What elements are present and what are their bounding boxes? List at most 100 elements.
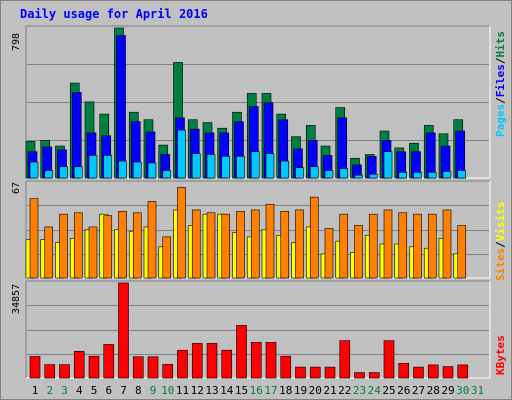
kbytes-bar bbox=[177, 349, 188, 379]
files-bar bbox=[116, 35, 126, 179]
pages-bar bbox=[398, 172, 408, 179]
sites-bar bbox=[457, 225, 467, 279]
pages-bar bbox=[177, 129, 186, 179]
day-label: 31 bbox=[471, 384, 484, 397]
pages-bar bbox=[295, 167, 304, 179]
hits-legend: Pages/Files/Hits bbox=[494, 31, 507, 137]
day-label: 11 bbox=[176, 384, 189, 397]
pages-bar bbox=[191, 153, 201, 179]
sites-bar bbox=[59, 213, 68, 279]
legend-separator: / bbox=[494, 241, 507, 248]
sites-bar bbox=[236, 211, 245, 279]
sites-bar bbox=[280, 211, 290, 279]
kbytes-bar bbox=[413, 366, 424, 379]
sites-bar bbox=[147, 201, 157, 279]
kbytes-bar bbox=[309, 366, 321, 379]
sites-bar bbox=[427, 213, 437, 279]
sites-bar bbox=[250, 209, 260, 279]
kbytes-bar bbox=[280, 355, 292, 379]
legend-separator: / bbox=[494, 97, 507, 104]
visits-legend: Sites/Visits bbox=[494, 202, 507, 282]
sites-bar bbox=[132, 212, 142, 279]
legend-hits: Hits bbox=[494, 31, 507, 58]
pages-bar bbox=[29, 161, 39, 179]
day-label: 18 bbox=[279, 384, 292, 397]
day-label: 5 bbox=[91, 384, 98, 397]
pages-bar bbox=[280, 160, 290, 179]
sites-bar bbox=[398, 212, 408, 279]
kbytes-bar bbox=[44, 364, 56, 379]
kbytes-bar bbox=[324, 366, 336, 379]
sites-bar bbox=[221, 213, 231, 279]
day-label: 1 bbox=[32, 384, 39, 397]
day-label: 24 bbox=[368, 384, 382, 397]
pages-bar bbox=[442, 171, 452, 179]
hits-max-label: 798 bbox=[11, 32, 22, 51]
kbytes-bar bbox=[29, 356, 41, 379]
kbytes-bar bbox=[191, 343, 203, 379]
legend-kbytes: KBytes bbox=[494, 335, 507, 375]
pages-bar bbox=[354, 174, 363, 179]
legend-separator: / bbox=[494, 57, 507, 65]
sites-bar bbox=[29, 198, 39, 279]
sites-bar bbox=[118, 211, 127, 279]
day-label: 27 bbox=[412, 384, 425, 397]
day-label: 19 bbox=[294, 384, 307, 397]
kbytes-bar bbox=[354, 372, 365, 379]
day-label: 14 bbox=[220, 384, 234, 397]
pages-bar bbox=[250, 151, 260, 179]
day-label: 12 bbox=[191, 384, 204, 397]
sites-bar bbox=[295, 209, 304, 279]
day-label: 21 bbox=[323, 384, 336, 397]
pages-bar bbox=[368, 173, 378, 179]
kbytes-bar bbox=[339, 340, 351, 379]
legend-pages: Pages bbox=[494, 103, 507, 137]
files-bar bbox=[71, 92, 82, 179]
kbytes-bar bbox=[132, 356, 144, 379]
kbytes-legend: KBytes bbox=[494, 335, 507, 375]
day-label: 23 bbox=[353, 384, 366, 397]
sites-bar bbox=[44, 226, 54, 279]
kbytes-bar bbox=[383, 340, 395, 379]
sites-bar bbox=[265, 203, 275, 279]
pages-bar bbox=[73, 166, 83, 179]
kbytes-bar bbox=[398, 362, 410, 379]
sites-bar bbox=[191, 209, 201, 279]
pages-bar bbox=[383, 151, 393, 179]
day-label: 4 bbox=[76, 384, 83, 397]
kbytes-bar bbox=[73, 350, 85, 379]
sites-bar bbox=[177, 186, 186, 279]
day-label: 2 bbox=[46, 384, 53, 397]
sites-bar bbox=[413, 213, 422, 279]
kbytes-bar bbox=[147, 356, 159, 379]
pages-bar bbox=[427, 172, 437, 179]
kbytes-bar bbox=[162, 364, 174, 379]
pages-bar bbox=[44, 170, 54, 179]
day-label: 17 bbox=[264, 384, 277, 397]
kbytes-bar bbox=[368, 372, 380, 379]
legend-visits: Visits bbox=[494, 201, 507, 242]
day-label: 20 bbox=[309, 384, 322, 397]
pages-bar bbox=[309, 166, 319, 179]
kbytes-bar bbox=[250, 341, 262, 379]
day-label: 15 bbox=[235, 384, 248, 397]
sites-bar bbox=[324, 228, 334, 279]
kbytes-bar bbox=[236, 325, 247, 379]
day-label: 22 bbox=[338, 384, 351, 397]
sites-bar bbox=[339, 213, 349, 279]
kbytes-bar bbox=[442, 366, 454, 379]
day-label: 6 bbox=[105, 384, 112, 397]
day-label: 10 bbox=[161, 384, 174, 397]
pages-bar bbox=[457, 170, 467, 179]
day-label: 13 bbox=[205, 384, 218, 397]
pages-bar bbox=[413, 172, 422, 179]
kbytes-bar bbox=[88, 355, 100, 379]
sites-bar bbox=[73, 212, 83, 279]
pages-bar bbox=[236, 156, 245, 179]
kbytes-bar bbox=[427, 364, 439, 379]
kbytes-bar bbox=[265, 341, 277, 379]
kbytes-bar bbox=[59, 364, 70, 379]
kbytes-bar bbox=[457, 364, 469, 379]
kbytes-bar bbox=[103, 344, 115, 379]
